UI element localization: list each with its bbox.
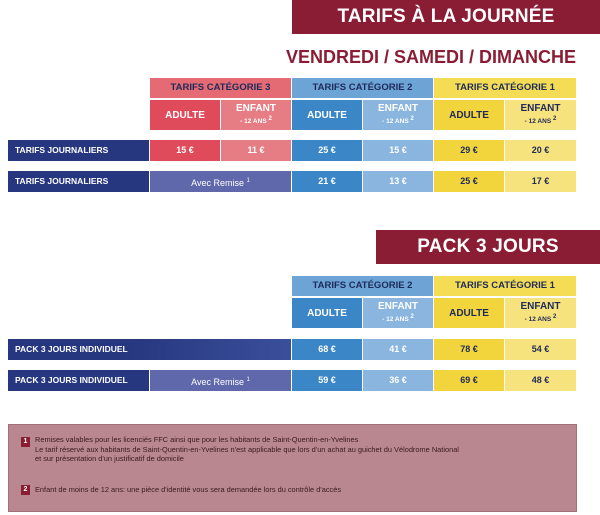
price-cell: 68 €: [292, 339, 362, 360]
pack-cat1-adult-header: ADULTE: [434, 298, 504, 328]
discount-label: Avec Remise 1: [150, 370, 291, 391]
category-1-header: TARIFS CATÉGORIE 1: [434, 78, 576, 98]
pack-cat2-child-header: ENFANT - 12 ANS 2: [363, 298, 433, 328]
section-title-pack: PACK 3 JOURS: [376, 230, 600, 264]
price-cell: 11 €: [221, 140, 291, 161]
cat3-adult-header: ADULTE: [150, 100, 220, 130]
price-cell: 15 €: [150, 140, 220, 161]
price-cell: 36 €: [363, 370, 433, 391]
price-cell: 25 €: [434, 171, 504, 192]
price-cell: 59 €: [292, 370, 362, 391]
footnote-number-1: 1: [21, 437, 30, 447]
days-subtitle: VENDREDI / SAMEDI / DIMANCHE: [285, 47, 576, 67]
price-cell: 78 €: [434, 339, 504, 360]
cat2-adult-header: ADULTE: [292, 100, 362, 130]
price-cell: 54 €: [505, 339, 576, 360]
cat1-child-header: ENFANT - 12 ANS 2: [505, 100, 576, 130]
cat2-child-header: ENFANT - 12 ANS 2: [363, 100, 433, 130]
price-cell: 20 €: [505, 140, 576, 161]
cat3-child-header: ENFANT - 12 ANS 2: [221, 100, 291, 130]
daily-rate-row-label: TARIFS JOURNALIERS: [8, 140, 149, 161]
category-2-header: TARIFS CATÉGORIE 2: [292, 78, 433, 98]
pack-category-2-header: TARIFS CATÉGORIE 2: [292, 276, 433, 296]
footnote-number-2: 2: [21, 485, 30, 495]
pack-cat1-child-header: ENFANT - 12 ANS 2: [505, 298, 576, 328]
footnotes-box: 1 Remises valables pour les licenciés FF…: [8, 424, 577, 512]
price-cell: 17 €: [505, 171, 576, 192]
pack-discount-row-label: PACK 3 JOURS INDIVIDUEL: [8, 370, 149, 391]
price-cell: 48 €: [505, 370, 576, 391]
price-cell: 29 €: [434, 140, 504, 161]
pack-cat2-adult-header: ADULTE: [292, 298, 362, 328]
price-cell: 21 €: [292, 171, 362, 192]
price-cell: 15 €: [363, 140, 433, 161]
pack-category-1-header: TARIFS CATÉGORIE 1: [434, 276, 576, 296]
price-cell: 69 €: [434, 370, 504, 391]
discount-label: Avec Remise 1: [150, 171, 291, 192]
category-3-header: TARIFS CATÉGORIE 3: [150, 78, 291, 98]
section-title-daily: TARIFS À LA JOURNÉE: [292, 0, 600, 34]
cat1-adult-header: ADULTE: [434, 100, 504, 130]
price-cell: 41 €: [363, 339, 433, 360]
daily-rate-discount-row-label: TARIFS JOURNALIERS: [8, 171, 149, 192]
pack-row-label: PACK 3 JOURS INDIVIDUEL: [8, 339, 291, 360]
price-cell: 25 €: [292, 140, 362, 161]
footnote-text-1: Remises valables pour les licenciés FFC …: [35, 435, 459, 463]
price-cell: 13 €: [363, 171, 433, 192]
footnote-text-2: Enfant de moins de 12 ans: une pièce d'i…: [35, 485, 342, 494]
